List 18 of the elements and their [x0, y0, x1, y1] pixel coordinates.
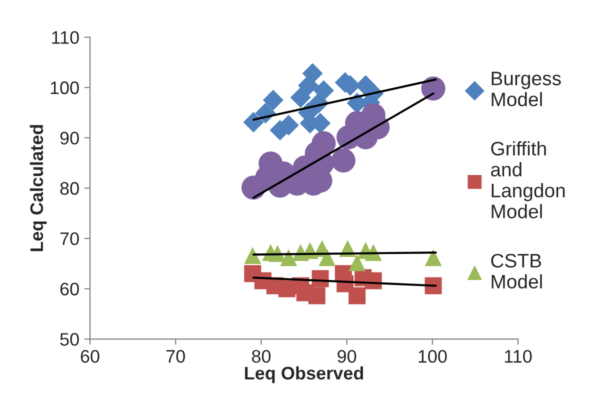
x-tick-label: 60: [80, 350, 100, 363]
x-axis-title: Leq Observed: [245, 366, 364, 384]
x-tick-label: 70: [166, 350, 185, 363]
x-tick-label: 110: [505, 350, 532, 363]
x-tick-label: 90: [338, 350, 356, 363]
y-tick-label: 100: [50, 81, 79, 94]
x-tick-label: 80: [252, 350, 271, 363]
y-tick-label: 70: [60, 232, 79, 246]
y-tick-label: 80: [60, 182, 79, 195]
x-tick-label: 100: [418, 350, 447, 363]
legend-label: CSTB Model: [491, 254, 542, 289]
y-tick-label: 50: [60, 333, 79, 346]
legend-label: Griffith and Langdon Model: [491, 141, 565, 218]
y-tick-label: 90: [60, 132, 79, 145]
y-axis-title: Leq Calculated: [30, 125, 47, 252]
y-tick-label: 60: [60, 282, 79, 296]
legend-label: Burgess Model: [492, 72, 561, 106]
y-tick-label: 110: [52, 31, 79, 44]
